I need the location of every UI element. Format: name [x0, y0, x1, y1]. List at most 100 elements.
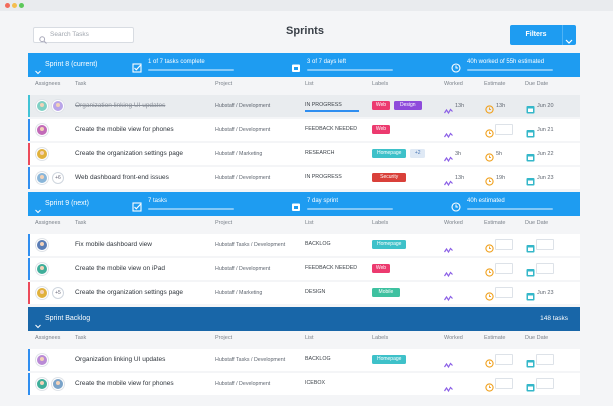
due-icon: [526, 173, 535, 186]
task-row[interactable]: Organization linking UI updates Hubstaff …: [28, 349, 580, 371]
avatar: [36, 100, 48, 112]
task-row[interactable]: +6 Web dashboard front-end issues Hubstaff…: [28, 167, 580, 189]
worked: 3h: [455, 151, 462, 157]
avatar: [36, 172, 48, 184]
row-accent: [28, 373, 30, 395]
stat-icon: [132, 199, 142, 212]
sprint-header[interactable]: Sprint 8 (current) 1 of 7 tasks complete 3…: [28, 53, 580, 77]
sprint-name: Sprint Backlog: [45, 315, 91, 322]
due-input[interactable]: [536, 239, 554, 250]
label-pill: Web: [372, 101, 390, 110]
task-row[interactable]: Create the organization settings page Hub…: [28, 143, 580, 165]
stat-bar: [467, 208, 553, 210]
task-name: Create the mobile view on iPad: [75, 265, 165, 272]
due-date: Jun 23: [537, 290, 554, 296]
stat-text: 7 tasks: [148, 198, 168, 204]
column-header: Due Date: [525, 220, 549, 226]
avatar-face: [40, 151, 44, 155]
sprint-header[interactable]: Sprint 9 (next) 7 tasks 7 day sprint 40h es…: [28, 192, 580, 216]
estimate-icon: [485, 125, 494, 138]
filters-divider: [562, 25, 563, 45]
avatar-face: [56, 381, 60, 385]
avatar-face: [40, 127, 44, 131]
estimate-icon: [485, 101, 494, 114]
column-header: Worked: [444, 335, 463, 341]
filters-button[interactable]: Filters: [510, 25, 576, 45]
search-placeholder: Search Tasks: [50, 31, 89, 38]
column-header: List: [305, 220, 314, 226]
due-icon: [526, 101, 535, 114]
list: RESEARCH: [305, 150, 335, 156]
collapse-chevron: [35, 62, 41, 75]
row-accent: [28, 282, 30, 304]
project: Hubstaff Tasks / Development: [215, 242, 286, 248]
column-header: Labels: [372, 335, 389, 341]
task-row[interactable]: Organization linking UI updates Hubstaff …: [28, 95, 580, 117]
task-name: Create the organization settings page: [75, 150, 184, 157]
list: DESIGN: [305, 289, 326, 295]
due-icon: [526, 149, 535, 162]
filters-label: Filters: [525, 31, 547, 38]
column-header: Task: [75, 335, 87, 341]
window-dot: [5, 3, 10, 8]
estimate-input[interactable]: [495, 354, 513, 365]
project: Hubstaff / Development: [215, 381, 271, 387]
due-input[interactable]: [536, 378, 554, 389]
project: Hubstaff Tasks / Development: [215, 357, 286, 363]
due-icon: [526, 240, 535, 253]
estimate-icon: [485, 355, 494, 368]
list: IN PROGRESS: [305, 174, 342, 180]
due-icon: [526, 125, 535, 138]
task-row[interactable]: Create the mobile view for phones Hubstaf…: [28, 373, 580, 395]
project: Hubstaff / Development: [215, 266, 271, 272]
label-pill: Homepage: [372, 149, 407, 158]
avatar: [36, 378, 48, 390]
label-pill: Web: [372, 125, 390, 134]
task-row[interactable]: +5 Create the organization settings page H…: [28, 282, 580, 304]
estimate-input[interactable]: [495, 287, 513, 298]
extra-assignees: +5: [52, 287, 64, 299]
collapse-chevron: [35, 201, 41, 214]
estimate-input[interactable]: [495, 378, 513, 389]
column-header: Assignees: [35, 335, 61, 341]
task-name: Web dashboard front-end issues: [75, 174, 169, 181]
sprint-name: Sprint 9 (next): [45, 200, 89, 207]
label-pill: +2: [410, 149, 425, 158]
estimate-input[interactable]: [495, 124, 513, 135]
stat-icon: [291, 199, 301, 211]
chevron: [35, 70, 41, 75]
task-name: Create the organization settings page: [75, 289, 184, 296]
due-input[interactable]: [536, 354, 554, 365]
estimate-input[interactable]: [495, 239, 513, 250]
stat-bar: [148, 69, 234, 71]
avatar: [36, 263, 48, 275]
project: Hubstaff / Development: [215, 175, 271, 181]
list: IN PROGRESS: [305, 102, 342, 108]
sprint-header[interactable]: Sprint Backlog 148 tasks: [28, 307, 580, 331]
due-icon: [526, 379, 535, 392]
due-icon: [526, 355, 535, 368]
column-header: Task: [75, 220, 87, 226]
search-box[interactable]: Search Tasks: [33, 27, 134, 44]
task-row[interactable]: Create the mobile view on iPad Hubstaff /…: [28, 258, 580, 280]
search-glyph: [39, 36, 47, 44]
due-icon: [526, 288, 535, 301]
task-name: Organization linking UI updates: [75, 356, 166, 363]
stat-text: 40h worked of 55h estimated: [467, 59, 545, 65]
column-header: Assignees: [35, 220, 61, 226]
label-pill: Design: [393, 101, 422, 110]
column-header: Estimate: [484, 220, 506, 226]
worked-icon: [444, 265, 453, 278]
chevron: [35, 324, 41, 329]
stat-bar: [307, 69, 393, 71]
worked-icon: [444, 102, 453, 115]
due-input[interactable]: [536, 263, 554, 274]
avatar: [52, 378, 64, 390]
estimate-icon: [485, 379, 494, 392]
task-row[interactable]: Create the mobile view for phones Hubstaf…: [28, 119, 580, 141]
worked-icon: [444, 174, 453, 187]
column-header: Project: [215, 220, 233, 226]
estimate-input[interactable]: [495, 263, 513, 274]
due-date: Jun 21: [537, 127, 554, 133]
task-row[interactable]: Fix mobile dashboard view Hubstaff Tasks …: [28, 234, 580, 256]
